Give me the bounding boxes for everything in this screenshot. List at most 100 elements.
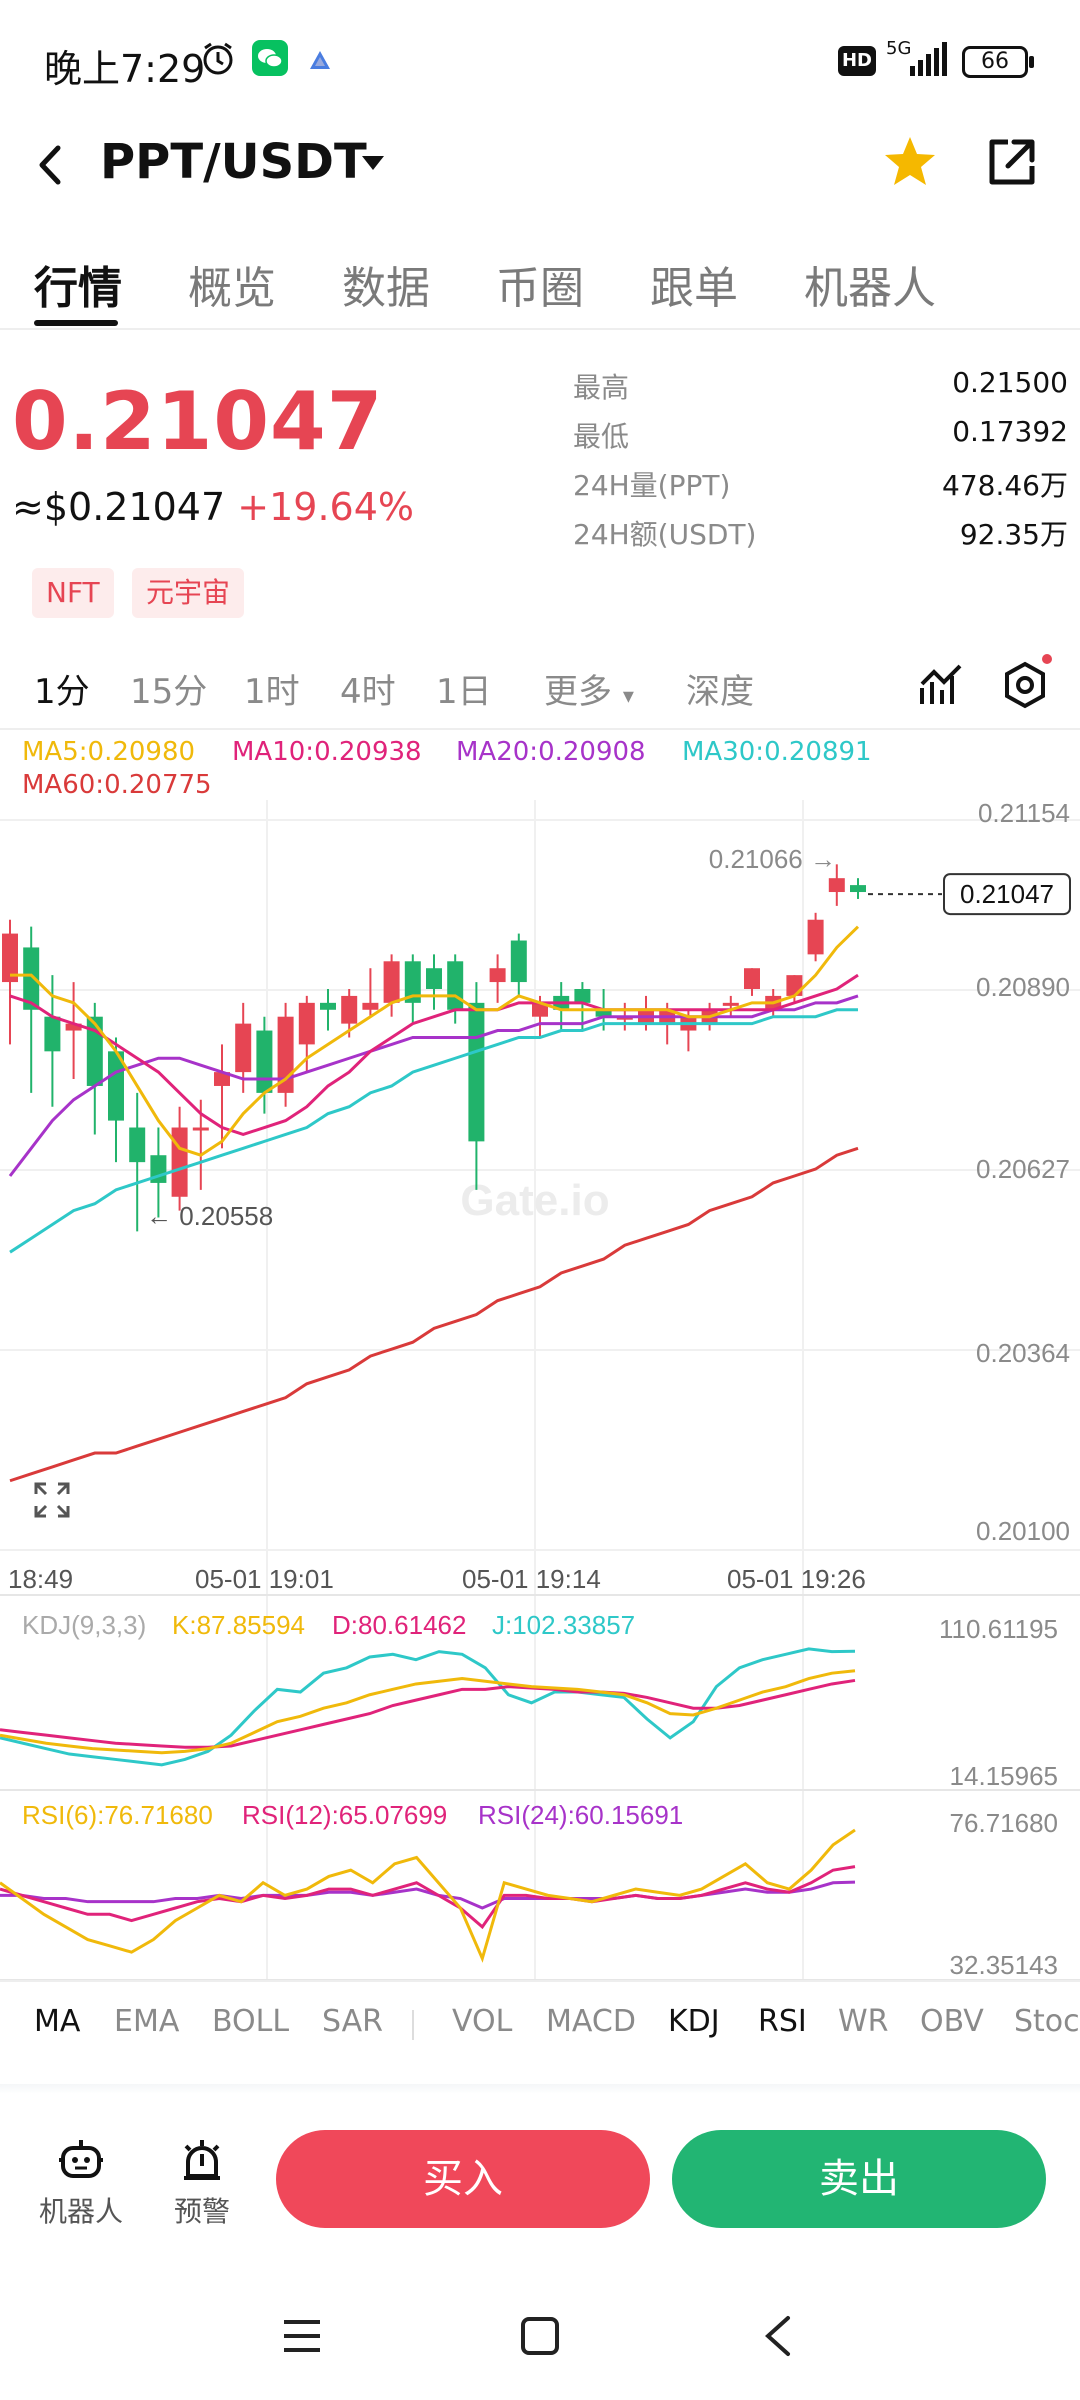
candle-body: [828, 878, 845, 893]
y-tick-label: 0.20100: [976, 1516, 1070, 1546]
ind-tab-boll[interactable]: BOLL: [212, 2004, 290, 2039]
candle-body: [383, 961, 400, 1003]
rsi-legend-item: RSI(24):60.15691: [478, 1800, 683, 1830]
ma5-legend: MA5:0.20980: [22, 737, 195, 767]
kdj-k-line: [0, 1669, 856, 1755]
candle-body: [404, 961, 421, 1003]
interval-depth[interactable]: 深度: [686, 672, 754, 712]
pair-title[interactable]: PPT/USDT: [100, 134, 367, 190]
tab-copy-trading[interactable]: 跟单: [650, 252, 738, 316]
stat-turnover-label: 24H额(USDT): [573, 518, 757, 551]
candle-body: [214, 1072, 230, 1086]
buy-button[interactable]: 买入: [276, 2130, 650, 2228]
candlestick-chart[interactable]: 0.21154 0.20890 0.20627 0.20364 0.20100 18:49…: [0, 800, 1080, 2000]
y-tick-label: 0.21154: [978, 800, 1070, 828]
stat-high-value: 0.21500: [952, 366, 1068, 399]
candle-body: [850, 885, 866, 893]
candle-body: [23, 947, 40, 1010]
hd-badge: HD: [838, 46, 876, 76]
candle-body: [744, 968, 760, 989]
candle-body: [574, 988, 591, 1003]
tab-community[interactable]: 币圈: [496, 252, 584, 316]
ind-tab-wr[interactable]: WR: [838, 2004, 889, 2039]
ma10-line: [9, 973, 859, 1137]
rsi-legend-item: RSI(6):76.71680: [22, 1800, 213, 1830]
candle-body: [362, 1002, 379, 1010]
home-nav-icon[interactable]: [518, 2314, 562, 2358]
tag-metaverse[interactable]: 元宇宙: [132, 568, 245, 618]
settings-icon[interactable]: [1000, 660, 1050, 710]
kdj-legend-item: J:102.33857: [492, 1610, 635, 1640]
candle-body: [108, 1051, 124, 1121]
ind-tab-ema[interactable]: EMA: [114, 2004, 180, 2039]
candle-body: [192, 1127, 209, 1131]
tab-label: 跟单: [650, 263, 738, 314]
tab-label: 行情: [34, 263, 122, 314]
ind-tab-rsi[interactable]: RSI: [758, 2004, 807, 2039]
tag-nft[interactable]: NFT: [32, 568, 114, 618]
kdj-j-line: [0, 1647, 856, 1767]
settings-notification-dot: [1042, 654, 1052, 664]
stat-low-value: 0.17392: [952, 415, 1068, 448]
share-icon[interactable]: [984, 136, 1038, 190]
back-button[interactable]: [30, 140, 70, 190]
interval-1m[interactable]: 1分: [34, 672, 90, 712]
status-time: 晚上7:29: [44, 47, 206, 91]
last-price-tag: 0.21047: [960, 879, 1054, 909]
alert-button[interactable]: 预警: [162, 2136, 242, 2230]
interval-4h[interactable]: 4时: [340, 672, 396, 712]
tab-market[interactable]: 行情: [34, 252, 122, 316]
tabs-divider: [0, 328, 1080, 330]
interval-more[interactable]: 更多 ▾: [544, 664, 634, 713]
interval-15m[interactable]: 15分: [130, 672, 208, 712]
candle-body: [341, 995, 358, 1024]
ind-tab-kdj[interactable]: KDJ: [668, 2004, 720, 2039]
stat-low-label: 最低: [573, 420, 630, 453]
stat-volume-label: 24H量(PPT): [573, 469, 731, 502]
chart-type-icon[interactable]: [918, 662, 964, 708]
y-tick-label: 0.20364: [976, 1338, 1070, 1368]
ind-tab-macd[interactable]: MACD: [546, 2004, 636, 2039]
ind-tab-separator: [412, 2010, 414, 2040]
battery-indicator: 66: [962, 46, 1028, 78]
ma10-value: MA10:0.20938: [232, 737, 422, 767]
dropdown-caret-icon[interactable]: [358, 152, 388, 176]
ma5-line: [10, 925, 860, 1157]
interval-1d[interactable]: 1日: [436, 672, 492, 712]
active-tab-underline: [34, 320, 118, 326]
candle-body: [44, 1016, 61, 1052]
sell-button[interactable]: 卖出: [672, 2130, 1046, 2228]
stat-turnover-value: 92.35万: [959, 518, 1068, 551]
tab-robot[interactable]: 机器人: [804, 252, 936, 316]
bottom-shadow: [0, 2084, 1080, 2094]
back-nav-icon[interactable]: [758, 2314, 802, 2358]
ind-tab-ma[interactable]: MA: [34, 2004, 81, 2039]
tab-overview[interactable]: 概览: [188, 252, 276, 316]
y-tick-label: 0.20890: [976, 972, 1070, 1002]
price-change: +19.64%: [237, 485, 414, 529]
ma60-value: MA60:0.20775: [22, 770, 212, 800]
tab-label: 机器人: [804, 263, 936, 314]
kdj-legend-item: D:80.61462: [332, 1610, 466, 1640]
ma30-legend: MA30:0.20891: [682, 737, 872, 767]
ind-tab-obv[interactable]: OBV: [920, 2004, 984, 2039]
rsi6-line: [0, 1828, 856, 1963]
kdj-d-line: [0, 1678, 856, 1749]
fullscreen-icon[interactable]: [32, 1480, 72, 1520]
candle-body: [129, 1127, 146, 1163]
last-price: 0.21047: [12, 375, 384, 468]
x-tick-label: 18:49: [8, 1564, 73, 1594]
interval-more-label: 更多: [544, 672, 612, 712]
ind-tab-sar[interactable]: SAR: [322, 2004, 383, 2039]
y-tick-label: 0.20627: [976, 1154, 1070, 1184]
tab-data[interactable]: 数据: [342, 252, 430, 316]
ind-tab-vol[interactable]: VOL: [452, 2004, 513, 2039]
x-tick-label: 05-01 19:01: [195, 1564, 334, 1594]
menu-nav-icon[interactable]: [280, 2316, 324, 2356]
ind-tab-stoch[interactable]: Stoc: [1014, 2004, 1080, 2039]
robot-icon: [57, 2136, 105, 2184]
interval-1h[interactable]: 1时: [244, 672, 300, 712]
robot-button[interactable]: 机器人: [36, 2136, 126, 2230]
favorite-star-icon[interactable]: [882, 134, 938, 190]
candle-body: [65, 1023, 82, 1031]
